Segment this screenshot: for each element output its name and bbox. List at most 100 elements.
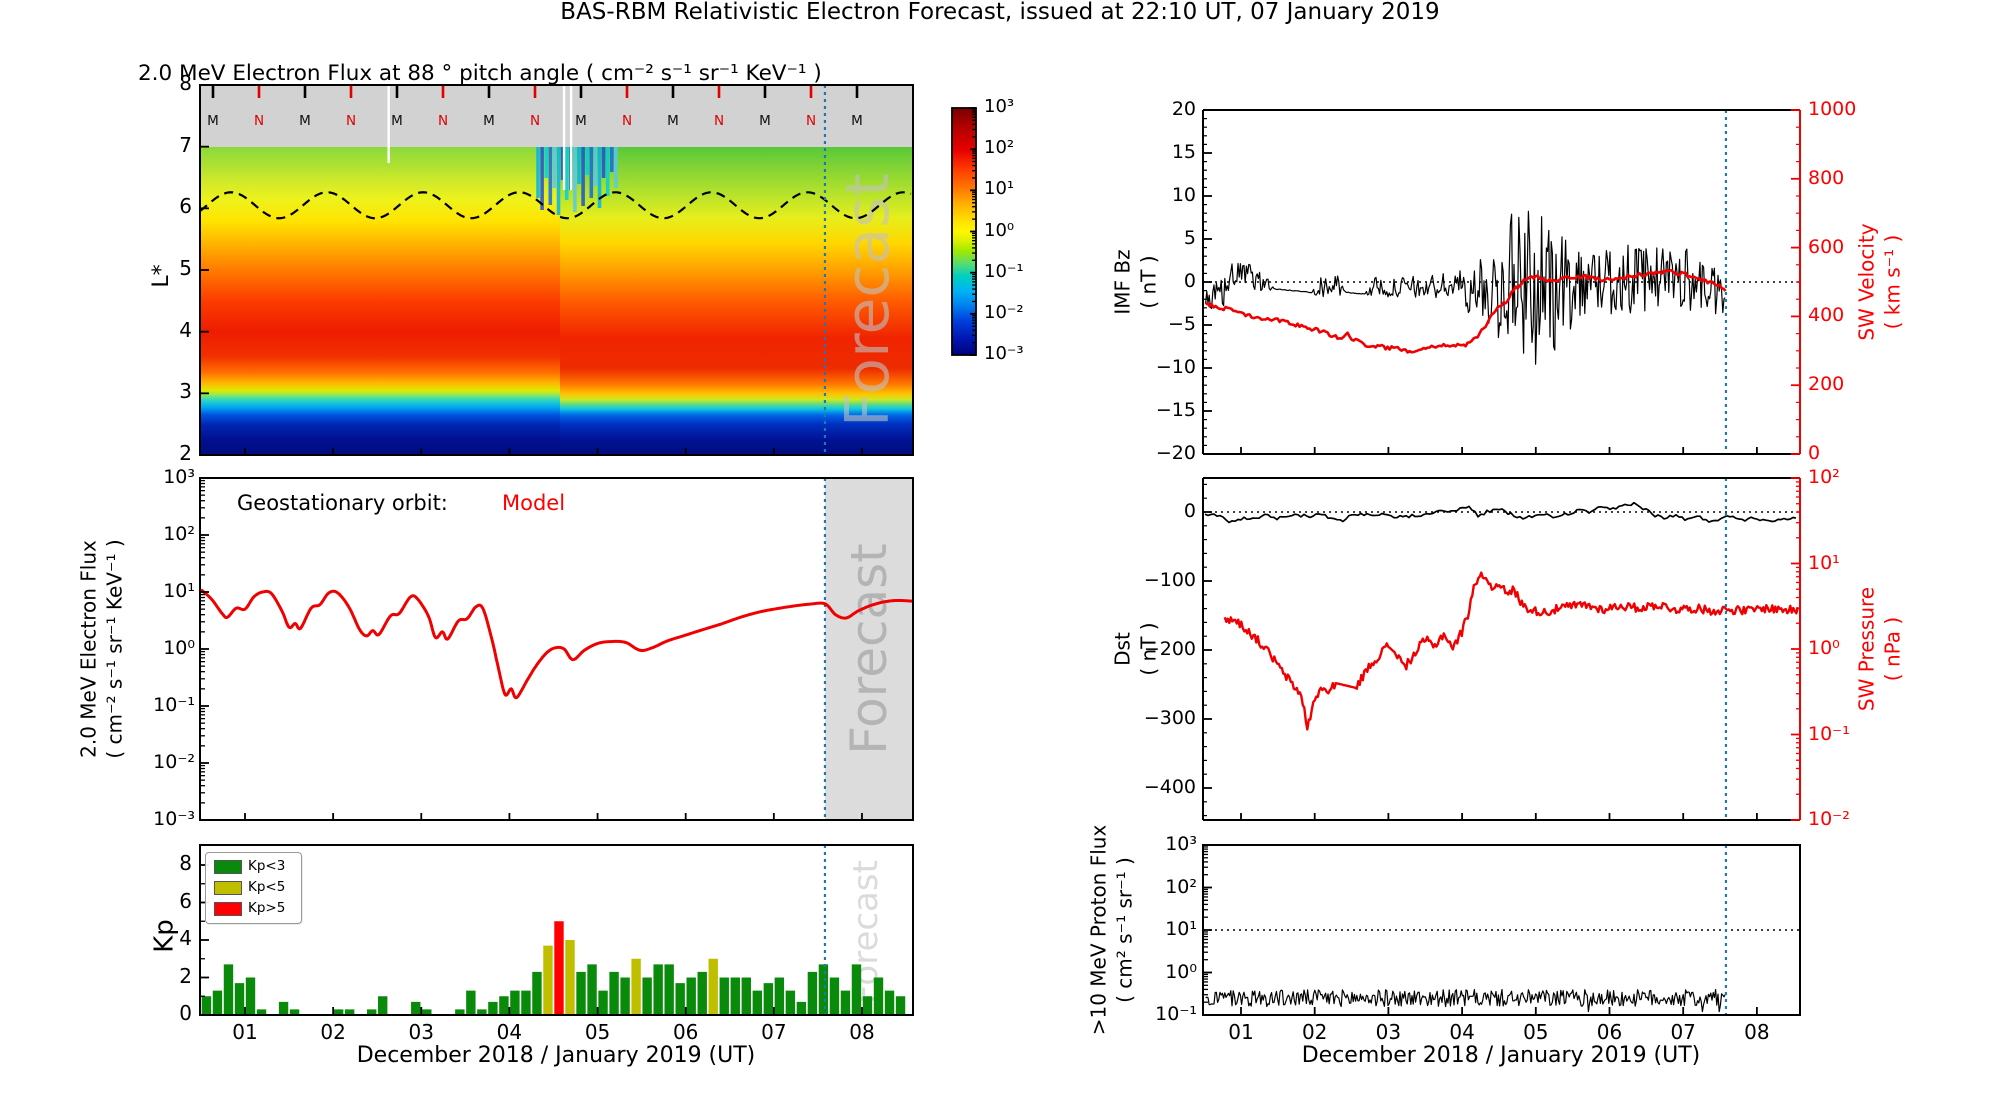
day-tick-left: 08 bbox=[849, 1020, 875, 1044]
bz-tick: 0 bbox=[1183, 270, 1196, 292]
marker-label-m: M bbox=[483, 113, 495, 129]
colorbar-tick: 10⁻³ bbox=[984, 343, 1024, 365]
kp-legend-label-lt3: Kp<3 bbox=[248, 858, 286, 874]
marker-label-n: N bbox=[713, 113, 725, 129]
velocity-tick: 600 bbox=[1808, 235, 1845, 258]
flux-tick: 10² bbox=[163, 523, 195, 545]
bz-tick: −10 bbox=[1155, 356, 1196, 378]
left-x-axis-label: December 2018 / January 2019 (UT) bbox=[356, 1043, 756, 1068]
dst-tick: −400 bbox=[1143, 776, 1196, 798]
colorbar-tick: 10⁰ bbox=[984, 219, 1015, 241]
electron-flux-axis-label-line1: 2.0 MeV Electron Flux bbox=[76, 540, 101, 758]
day-tick-right: 03 bbox=[1375, 1020, 1402, 1044]
dst-tick: −300 bbox=[1143, 707, 1196, 729]
marker-label-n: N bbox=[805, 113, 817, 129]
velocity-tick: 800 bbox=[1808, 166, 1845, 189]
marker-label-m: M bbox=[759, 113, 771, 129]
spectrogram-title: 2.0 MeV Electron Flux at 88 ° pitch angl… bbox=[138, 61, 822, 86]
colorbar-tick: 10⁻¹ bbox=[984, 260, 1024, 282]
flux-tick: 10⁰ bbox=[163, 637, 195, 659]
dst-tick: −200 bbox=[1143, 638, 1196, 660]
colorbar-tick: 10⁻² bbox=[984, 301, 1024, 323]
marker-label-m: M bbox=[575, 113, 587, 129]
day-tick-left: 03 bbox=[408, 1020, 434, 1044]
colorbar-tick: 10³ bbox=[984, 96, 1015, 117]
day-tick-left: 02 bbox=[320, 1020, 346, 1044]
velocity-tick: 200 bbox=[1808, 373, 1845, 396]
lstar-tick: 3 bbox=[179, 379, 192, 404]
lstar-tick: 4 bbox=[179, 317, 192, 342]
lstar-tick: 5 bbox=[179, 256, 192, 280]
day-tick-right: 08 bbox=[1744, 1020, 1770, 1044]
lstar-tick: 7 bbox=[179, 132, 192, 157]
flux-tick: 10⁻¹ bbox=[153, 694, 195, 716]
flux-tick: 10³ bbox=[163, 466, 195, 488]
proton-tick: 10³ bbox=[1165, 833, 1197, 855]
day-tick-left: 06 bbox=[672, 1020, 699, 1044]
kp-tick: 8 bbox=[179, 851, 192, 875]
day-tick-right: 01 bbox=[1228, 1020, 1254, 1044]
bz-tick: −20 bbox=[1155, 442, 1196, 464]
sw-velocity-axis-label-line2: ( km s⁻¹ ) bbox=[1880, 234, 1904, 330]
day-tick-left: 07 bbox=[761, 1020, 787, 1044]
marker-label-n: N bbox=[253, 113, 265, 129]
kp-tick: 2 bbox=[179, 963, 192, 988]
day-tick-right: 06 bbox=[1596, 1020, 1623, 1044]
forecast-watermark: Forecast bbox=[840, 543, 898, 755]
flux-tick: 10¹ bbox=[163, 580, 195, 602]
pressure-tick: 10⁻¹ bbox=[1808, 722, 1850, 745]
electron-flux-axis-label: 2.0 MeV Electron Flux ( cm⁻² s⁻¹ sr⁻¹ Ke… bbox=[76, 539, 127, 758]
geo-orbit-legend-model: Model bbox=[502, 491, 566, 515]
bz-tick: 15 bbox=[1171, 141, 1196, 163]
pressure-tick: 10⁻² bbox=[1808, 808, 1850, 830]
marker-label-m: M bbox=[667, 113, 679, 129]
bz-tick: 20 bbox=[1171, 98, 1196, 120]
bz-tick: 10 bbox=[1171, 184, 1196, 206]
lstar-tick: 6 bbox=[179, 194, 192, 219]
bz-tick: −5 bbox=[1167, 313, 1196, 335]
bz-tick: 5 bbox=[1183, 227, 1196, 249]
colorbar-tick: 10¹ bbox=[984, 178, 1015, 200]
dst-tick: −100 bbox=[1143, 569, 1196, 591]
day-tick-right: 05 bbox=[1523, 1020, 1549, 1044]
marker-label-n: N bbox=[621, 113, 633, 129]
marker-label-n: N bbox=[529, 113, 541, 129]
day-tick-right: 04 bbox=[1449, 1020, 1475, 1044]
velocity-tick: 1000 bbox=[1808, 98, 1857, 120]
sw-velocity-axis-label-line1: SW Velocity bbox=[1854, 223, 1879, 341]
velocity-tick: 400 bbox=[1808, 304, 1845, 327]
colorbar-tick: 10² bbox=[984, 137, 1015, 159]
day-tick-right: 02 bbox=[1301, 1020, 1328, 1044]
sw-velocity-axis-label: SW Velocity ( km s⁻¹ ) bbox=[1854, 223, 1905, 340]
marker-label-n: N bbox=[345, 113, 357, 129]
flux-tick: 10⁻² bbox=[153, 751, 195, 773]
proton-tick: 10¹ bbox=[1165, 918, 1197, 940]
kp-legend-swatch-red bbox=[214, 902, 242, 916]
day-tick-left: 01 bbox=[232, 1020, 258, 1044]
bz-tick: −15 bbox=[1155, 399, 1196, 421]
marker-label-m: M bbox=[299, 113, 311, 129]
lstar-tick: 8 bbox=[179, 71, 192, 95]
day-tick-right: 07 bbox=[1670, 1020, 1696, 1044]
sw-pressure-axis-label-line1: SW Pressure bbox=[1854, 586, 1879, 712]
proton-flux-axis-label-line2: ( cm² s⁻¹ sr⁻¹ ) bbox=[1112, 857, 1136, 1003]
kp-legend-swatch-yellow bbox=[214, 881, 242, 895]
dst-tick: 0 bbox=[1183, 500, 1196, 522]
kp-legend-label-gt5: Kp>5 bbox=[248, 900, 286, 916]
kp-tick: 4 bbox=[179, 926, 192, 950]
kp-legend-swatch-green bbox=[214, 860, 242, 874]
proton-tick: 10⁰ bbox=[1165, 960, 1197, 983]
flux-tick: 10⁻³ bbox=[153, 808, 195, 830]
proton-tick: 10⁻¹ bbox=[1155, 1003, 1197, 1025]
proton-flux-axis-label: >10 MeV Proton Flux ( cm² s⁻¹ sr⁻¹ ) bbox=[1086, 825, 1137, 1036]
proton-tick: 10² bbox=[1165, 875, 1197, 898]
kp-tick: 0 bbox=[179, 1001, 192, 1025]
marker-label-m: M bbox=[851, 113, 863, 129]
lstar-tick: 2 bbox=[179, 441, 192, 465]
geo-orbit-legend-label: Geostationary orbit: bbox=[237, 491, 448, 515]
kp-legend-label-lt5: Kp<5 bbox=[248, 879, 286, 895]
pressure-tick: 10⁰ bbox=[1808, 637, 1840, 659]
marker-label-m: M bbox=[391, 113, 403, 129]
